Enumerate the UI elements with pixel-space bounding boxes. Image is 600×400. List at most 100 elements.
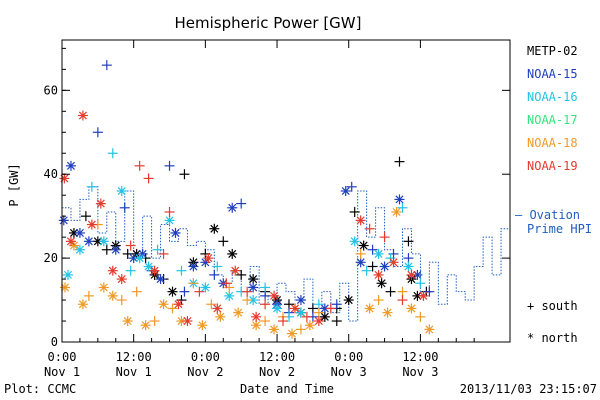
data-point-south (301, 311, 312, 322)
data-point-north (110, 244, 121, 255)
data-point-south (373, 295, 384, 306)
series-noaa-19 (59, 110, 429, 327)
data-point-south (134, 160, 145, 171)
data-point-south (107, 148, 118, 159)
data-point-north (68, 227, 79, 238)
data-point-south (149, 316, 160, 327)
marker-legend-south: + south (527, 299, 578, 313)
data-point-north (128, 253, 139, 264)
data-point-south (397, 295, 408, 306)
data-point-south (364, 223, 375, 234)
x-tick-label-date: Nov 1 (116, 365, 152, 379)
data-point-south (313, 299, 324, 310)
data-point-south (313, 307, 324, 318)
data-point-south (283, 299, 294, 310)
data-point-south (122, 248, 133, 259)
data-point-north (62, 269, 73, 280)
series-noaa-18 (59, 206, 435, 339)
data-point-north (143, 261, 154, 272)
data-point-south (92, 127, 103, 138)
legend-item-metp-02: METP-02 (527, 44, 578, 58)
y-tick-label: 60 (44, 83, 58, 97)
data-point-north (412, 269, 423, 280)
data-point-north (77, 299, 88, 310)
data-point-north (364, 303, 375, 314)
data-point-north (391, 206, 402, 217)
data-point-north (224, 290, 235, 301)
x-tick-label-time: 0:00 (334, 350, 363, 364)
data-point-south (158, 248, 169, 259)
data-point-north (319, 311, 330, 322)
data-point-north (251, 320, 262, 331)
data-point-north (74, 227, 85, 238)
footer-timestamp: 2013/11/03 23:15:07 (460, 382, 597, 396)
data-point-south (424, 286, 435, 297)
data-point-south (403, 236, 414, 247)
data-point-south (307, 303, 318, 314)
data-point-south (167, 303, 178, 314)
data-point-north (167, 286, 178, 297)
legend-item-noaa-15: NOAA-15 (527, 67, 578, 81)
model-legend-line2: Prime HPI (527, 222, 592, 236)
data-point-north (406, 303, 417, 314)
data-point-south (212, 261, 223, 272)
data-point-south (278, 316, 289, 327)
data-point-north (164, 215, 175, 226)
x-tick-label-time: 0:00 (48, 350, 77, 364)
data-point-south (143, 173, 154, 184)
data-point-north (215, 311, 226, 322)
data-point-north (424, 324, 435, 335)
data-point-north (59, 173, 70, 184)
data-point-north (304, 320, 315, 331)
data-point-south (152, 244, 163, 255)
x-tick-label-date: Nov 1 (44, 365, 80, 379)
legend-item-noaa-19: NOAA-19 (527, 159, 578, 173)
data-point-south (367, 261, 378, 272)
data-point-south (349, 206, 360, 217)
data-point-north (289, 303, 300, 314)
data-point-south (355, 248, 366, 259)
footer-plot-credit: Plot: CCMC (4, 382, 76, 396)
data-point-north (355, 215, 366, 226)
data-point-north (107, 290, 118, 301)
x-tick-label-time: 12:00 (116, 350, 152, 364)
data-point-south (397, 202, 408, 213)
data-point-north (286, 328, 297, 339)
data-point-north (209, 223, 220, 234)
data-point-south (188, 278, 199, 289)
data-point-north (116, 274, 127, 285)
data-point-south (379, 232, 390, 243)
data-point-south (397, 286, 408, 297)
data-point-south (403, 253, 414, 264)
data-point-north (418, 290, 429, 301)
data-point-north (248, 274, 259, 285)
data-point-north (92, 236, 103, 247)
data-point-north (200, 282, 211, 293)
data-point-south (119, 202, 130, 213)
data-point-south (260, 316, 271, 327)
data-point-south (164, 206, 175, 217)
data-point-north (65, 236, 76, 247)
data-point-north (86, 219, 97, 230)
legend-item-noaa-18: NOAA-18 (527, 136, 578, 150)
data-point-north (197, 320, 208, 331)
data-point-north (122, 316, 133, 327)
data-point-south (209, 269, 220, 280)
data-point-south (415, 311, 426, 322)
data-point-north (349, 236, 360, 247)
data-point-north (134, 253, 145, 264)
data-point-north (155, 274, 166, 285)
data-point-south (367, 244, 378, 255)
data-point-south (218, 236, 229, 247)
data-point-south (415, 278, 426, 289)
data-point-south (80, 211, 91, 222)
data-point-south (86, 181, 97, 192)
data-point-north (403, 261, 414, 272)
data-point-north (58, 215, 69, 226)
data-point-north (313, 316, 324, 327)
data-point-south (179, 169, 190, 180)
data-point-north (295, 295, 306, 306)
data-point-north (74, 244, 85, 255)
data-point-south (260, 290, 271, 301)
